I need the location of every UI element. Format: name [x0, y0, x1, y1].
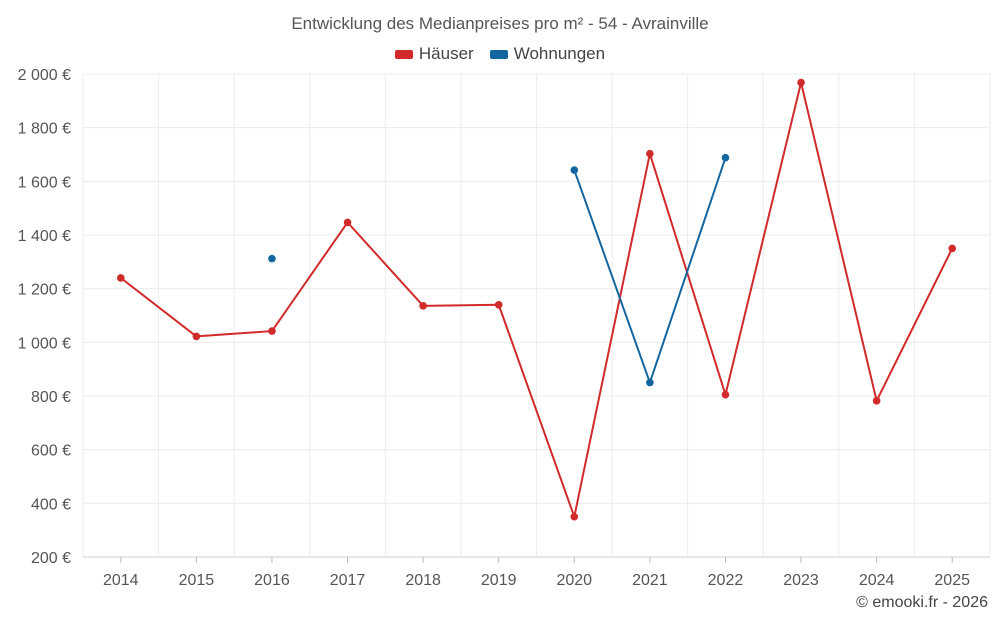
- legend-label-haeuser: Häuser: [418, 44, 474, 63]
- x-tick-label: 2014: [103, 572, 139, 589]
- data-point-wohnungen: [268, 254, 276, 263]
- x-tick-label: 2015: [179, 572, 215, 589]
- x-tick-label: 2018: [405, 572, 441, 589]
- x-tick-label: 2022: [708, 572, 744, 589]
- x-tick-label: 2016: [254, 572, 290, 589]
- data-point-haeuser: [419, 302, 427, 310]
- x-tick-label: 2017: [330, 572, 366, 589]
- y-tick-label: 200 €: [31, 550, 71, 567]
- y-tick-label: 1 600 €: [18, 174, 71, 191]
- chart-title: Entwicklung des Medianpreises pro m² - 5…: [291, 14, 709, 33]
- data-point-haeuser: [494, 300, 503, 309]
- legend-swatch-wohnungen: [489, 49, 508, 59]
- chart-legend: Häuser Wohnungen: [0, 44, 1000, 64]
- y-tick-label: 1 800 €: [18, 121, 71, 138]
- data-point-haeuser: [268, 327, 276, 335]
- data-point-wohnungen: [721, 153, 730, 162]
- x-tick-label: 2020: [556, 572, 592, 589]
- y-tick-label: 2 000 €: [18, 67, 71, 84]
- credit-text: © emooki.fr - 2026: [856, 594, 988, 611]
- data-point-haeuser: [116, 274, 125, 282]
- data-point-haeuser: [948, 244, 957, 253]
- data-point-wohnungen: [646, 378, 654, 387]
- y-tick-label: 1 200 €: [18, 282, 71, 299]
- legend-item-haeuser[interactable]: Häuser: [394, 44, 474, 64]
- data-point-haeuser: [721, 390, 730, 399]
- y-tick-label: 600 €: [31, 443, 71, 460]
- data-point-wohnungen: [570, 166, 579, 174]
- data-point-haeuser: [872, 397, 881, 405]
- legend-item-wohnungen[interactable]: Wohnungen: [489, 44, 606, 64]
- x-tick-label: 2024: [859, 572, 895, 589]
- x-tick-label: 2025: [934, 572, 970, 589]
- series-line-haeuser: [120, 81, 954, 518]
- x-tick-label: 2023: [783, 572, 819, 589]
- data-point-haeuser: [343, 218, 352, 227]
- legend-label-wohnungen: Wohnungen: [513, 44, 606, 63]
- y-tick-label: 1 400 €: [18, 228, 71, 245]
- x-tick-label: 2021: [632, 572, 668, 589]
- y-tick-label: 400 €: [31, 496, 71, 513]
- series-line-wohnungen: [573, 157, 727, 384]
- data-point-haeuser: [797, 78, 805, 87]
- data-point-haeuser: [570, 512, 579, 521]
- legend-swatch-haeuser: [394, 49, 413, 59]
- y-tick-label: 800 €: [31, 389, 71, 406]
- data-point-haeuser: [192, 332, 201, 341]
- x-tick-label: 2019: [481, 572, 517, 589]
- y-tick-label: 1 000 €: [18, 335, 71, 352]
- data-point-haeuser: [646, 149, 654, 158]
